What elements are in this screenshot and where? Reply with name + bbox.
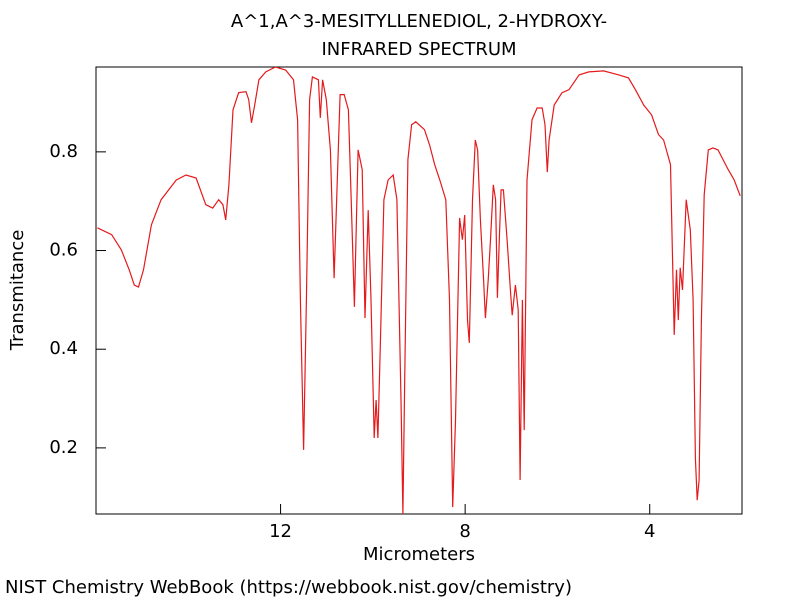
y-tick-label: 0.8: [49, 141, 78, 162]
x-axis-label: Micrometers: [363, 544, 475, 565]
x-tick-label: 4: [644, 521, 655, 542]
chart-subtitle: INFRARED SPECTRUM: [321, 39, 516, 60]
source-note: NIST Chemistry WebBook (https://webbook.…: [5, 577, 572, 598]
y-axis-label: Transmitance: [7, 230, 28, 352]
spectrum-line: [97, 67, 741, 514]
x-tick-label: 12: [269, 521, 292, 542]
y-tick-label: 0.4: [49, 338, 78, 359]
y-tick-label: 0.2: [49, 437, 78, 458]
chart-title: A^1,A^3-MESITYLLENEDIOL, 2-HYDROXY-: [231, 11, 607, 32]
y-tick-label: 0.6: [49, 240, 78, 261]
x-tick-label: 8: [459, 521, 470, 542]
plot-frame: [95, 66, 743, 515]
